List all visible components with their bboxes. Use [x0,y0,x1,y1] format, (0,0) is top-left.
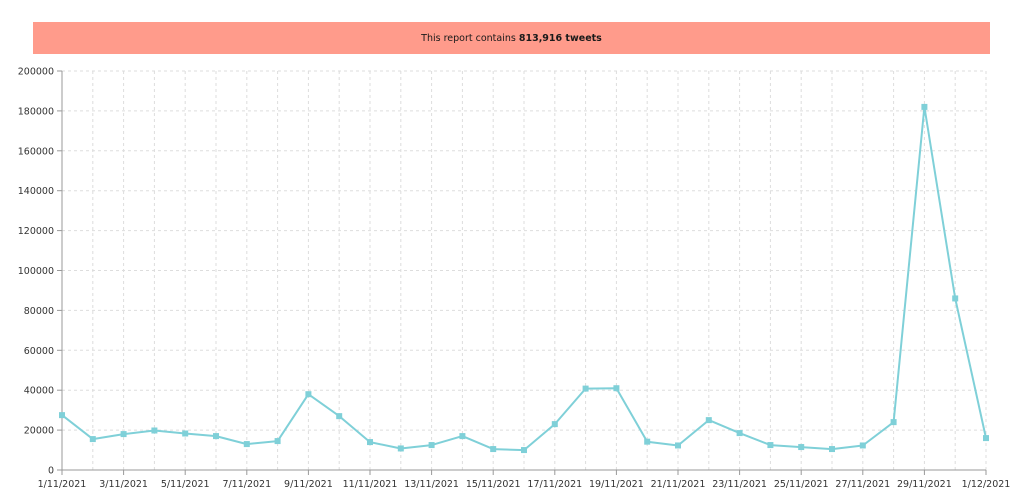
data-point[interactable] [675,442,681,449]
y-tick-label: 120000 [18,226,54,237]
x-tick-label: 9/11/2021 [284,479,333,490]
y-tick-label: 100000 [18,266,54,277]
y-tick-label: 180000 [18,106,54,117]
data-point[interactable] [767,442,774,449]
data-point[interactable] [182,430,189,437]
x-tick-label: 21/11/2021 [651,479,706,490]
grid [61,70,987,470]
x-tick-label: 11/11/2021 [343,479,398,490]
data-point[interactable] [613,385,620,392]
y-tick-label: 80000 [24,306,54,317]
y-tick-label: 0 [48,466,54,477]
data-point[interactable] [705,417,712,424]
data-point[interactable] [582,385,589,392]
data-point[interactable] [367,439,373,446]
y-tick-label: 140000 [18,186,54,197]
data-point[interactable] [428,442,435,449]
x-tick-label: 5/11/2021 [161,479,210,490]
data-point[interactable] [305,391,312,398]
data-point[interactable] [890,419,897,426]
x-tick-label: 13/11/2021 [404,479,459,490]
x-tick-label: 19/11/2021 [589,479,644,490]
data-point[interactable] [859,442,866,449]
data-point[interactable] [151,427,158,434]
data-point[interactable] [459,433,466,440]
x-tick-label: 1/12/2021 [962,479,1011,490]
y-tick-label: 40000 [24,386,54,397]
series-line [61,105,987,452]
data-point[interactable] [243,441,250,448]
data-point[interactable] [644,438,651,445]
x-tick-label: 3/11/2021 [99,479,148,490]
y-tick-label: 60000 [24,346,54,357]
x-tick-label: 27/11/2021 [835,479,890,490]
data-point[interactable] [120,431,127,438]
data-point[interactable] [952,295,959,302]
y-tick-label: 160000 [18,146,54,157]
y-tick-labels: 0 20000 40000 60000 80000 100000 120000 140000 1… [18,67,54,477]
x-tick-label: 23/11/2021 [712,479,767,490]
x-tick-label: 29/11/2021 [897,479,952,490]
data-point[interactable] [274,438,281,445]
x-tick-label: 25/11/2021 [774,479,829,490]
banner-prefix-text: This report contains [421,32,519,44]
data-point[interactable] [490,446,497,453]
data-point[interactable] [736,430,743,437]
data-point[interactable] [213,433,219,440]
data-point[interactable] [59,412,65,419]
x-tick-label: 1/11/2021 [38,479,87,490]
data-point[interactable] [521,447,527,454]
x-tick-labels: 1/11/2021 3/11/2021 5/11/2021 7/11/2021 9/11… [38,479,1011,490]
y-tick-label: 20000 [24,426,54,437]
y-tick-label: 200000 [18,67,54,78]
report-summary-banner: This report contains 813,916 tweets [33,22,990,54]
data-point[interactable] [551,421,558,428]
data-point[interactable] [89,436,96,443]
data-point[interactable] [336,413,343,420]
data-point[interactable] [798,444,805,451]
data-point[interactable] [829,446,835,453]
x-tick-label: 17/11/2021 [527,479,582,490]
series [59,103,989,454]
data-point[interactable] [983,435,989,442]
data-point[interactable] [921,103,928,110]
x-tick-label: 7/11/2021 [222,479,271,490]
axes [57,70,987,475]
x-tick-label: 15/11/2021 [466,479,521,490]
tweet-count: 813,916 tweets [518,32,602,44]
data-point[interactable] [397,445,404,452]
